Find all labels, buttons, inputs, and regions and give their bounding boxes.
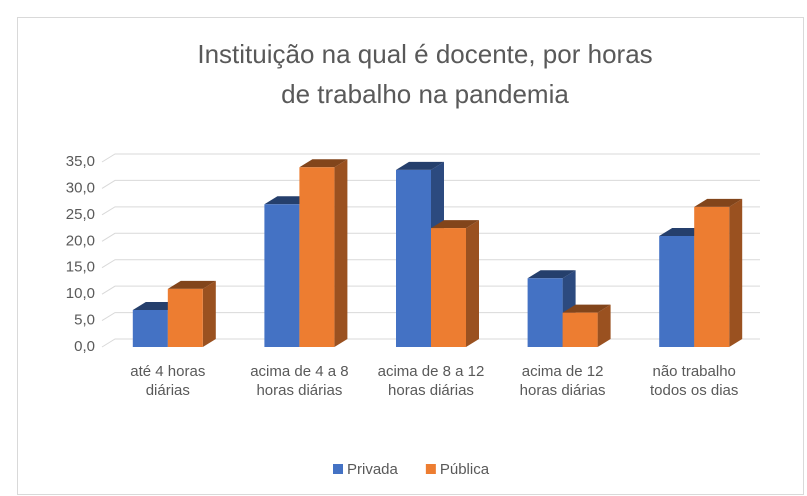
bar: [167, 288, 203, 347]
grid-line: [101, 153, 760, 163]
x-tick-label: acima de 8 a 12 horas diárias: [377, 363, 485, 399]
bar: [431, 228, 466, 347]
bar-side: [597, 304, 611, 347]
chart-title: Instituição na qual é docente, por horas…: [197, 39, 652, 109]
y-tick-label: 5,0: [74, 312, 95, 329]
bar: [132, 310, 168, 347]
bar: [299, 167, 335, 347]
y-tick-label: 30,0: [66, 179, 95, 196]
x-tick-label: acima de 4 a 8 horas diárias: [250, 363, 349, 399]
bar-top: [299, 159, 348, 168]
y-tick-label: 20,0: [66, 232, 95, 249]
bar-top: [562, 304, 611, 313]
bar-side: [729, 198, 743, 347]
bar: [527, 278, 563, 347]
y-tick-label: 25,0: [66, 206, 95, 223]
bar: [694, 206, 730, 347]
x-tick-label: até 4 horas diárias: [130, 363, 206, 399]
x-tick-label: acima de 12 horas diárias: [519, 363, 606, 399]
bar-top: [396, 161, 444, 170]
bar: [264, 204, 300, 347]
bar-side: [466, 220, 479, 347]
legend-label: Privada: [347, 461, 399, 478]
y-tick-label: 0,0: [74, 338, 95, 355]
bar-top: [431, 220, 479, 229]
legend-label: Pública: [440, 461, 490, 478]
x-tick-label: não trabalho todos os dias: [649, 363, 739, 399]
y-tick-label: 35,0: [66, 153, 95, 170]
bar-top: [694, 198, 743, 207]
y-tick-label: 15,0: [66, 259, 95, 276]
grid-line: [101, 232, 760, 242]
legend-swatch: [333, 464, 343, 474]
legend-swatch: [425, 464, 436, 474]
bar-side: [334, 159, 348, 347]
grid-line: [101, 206, 760, 216]
bar: [396, 169, 431, 347]
bar: [562, 312, 598, 347]
bar-top: [167, 280, 216, 289]
grid-line: [101, 259, 760, 269]
grid-line: [101, 179, 760, 189]
bar-side: [202, 280, 216, 347]
y-tick-label: 10,0: [66, 285, 95, 302]
bar-top: [527, 270, 576, 279]
bar: [659, 236, 695, 347]
